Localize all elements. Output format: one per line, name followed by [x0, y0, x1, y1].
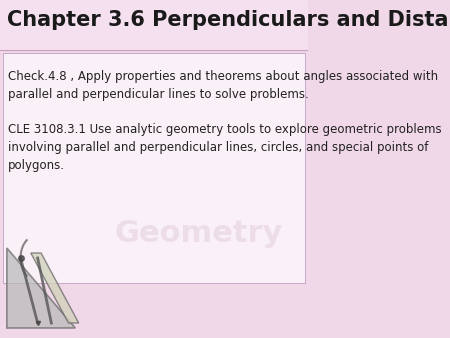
Polygon shape — [7, 248, 75, 328]
Text: Chapter 3.6 Perpendiculars and Distance: Chapter 3.6 Perpendiculars and Distance — [7, 10, 450, 30]
Text: Geometry: Geometry — [114, 218, 283, 247]
FancyBboxPatch shape — [4, 53, 305, 283]
Text: CLE 3108.3.1 Use analytic geometry tools to explore geometric problems
involving: CLE 3108.3.1 Use analytic geometry tools… — [8, 123, 442, 172]
Polygon shape — [31, 253, 79, 323]
Text: Check.4.8 , Apply properties and theorems about angles associated with
parallel : Check.4.8 , Apply properties and theorem… — [8, 70, 438, 101]
FancyBboxPatch shape — [0, 0, 308, 50]
FancyBboxPatch shape — [0, 0, 308, 338]
